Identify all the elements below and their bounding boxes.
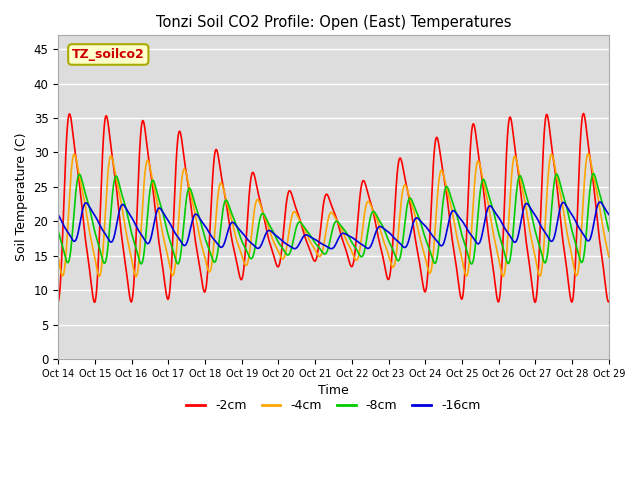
-8cm xyxy=(535,240,543,246)
-16cm xyxy=(328,246,335,252)
-8cm xyxy=(150,178,157,184)
-4cm xyxy=(289,209,297,215)
-16cm xyxy=(150,223,157,228)
-8cm xyxy=(266,222,273,228)
-4cm xyxy=(132,274,140,279)
Line: -8cm: -8cm xyxy=(58,174,609,264)
-2cm xyxy=(91,300,99,305)
X-axis label: Time: Time xyxy=(318,384,349,397)
-2cm xyxy=(54,299,62,305)
-8cm xyxy=(117,188,125,194)
-2cm xyxy=(266,239,273,245)
-4cm xyxy=(117,198,125,204)
-4cm xyxy=(535,272,543,277)
-16cm xyxy=(535,219,543,225)
Y-axis label: Soil Temperature (C): Soil Temperature (C) xyxy=(15,133,28,262)
-4cm xyxy=(584,151,592,156)
-16cm xyxy=(54,212,62,218)
-2cm xyxy=(117,229,125,235)
-4cm xyxy=(605,254,612,260)
-16cm xyxy=(266,228,273,233)
-8cm xyxy=(289,238,297,244)
-8cm xyxy=(468,261,476,267)
-8cm xyxy=(605,228,612,234)
-4cm xyxy=(266,227,273,233)
-4cm xyxy=(595,197,602,203)
-2cm xyxy=(535,257,543,263)
-4cm xyxy=(150,184,157,190)
-4cm xyxy=(54,254,62,260)
Title: Tonzi Soil CO2 Profile: Open (East) Temperatures: Tonzi Soil CO2 Profile: Open (East) Temp… xyxy=(156,15,511,30)
-8cm xyxy=(595,186,602,192)
Line: -2cm: -2cm xyxy=(58,113,609,302)
-16cm xyxy=(596,199,604,205)
-2cm xyxy=(595,228,602,233)
-8cm xyxy=(589,171,597,177)
Legend: -2cm, -4cm, -8cm, -16cm: -2cm, -4cm, -8cm, -16cm xyxy=(182,395,486,418)
-8cm xyxy=(54,228,62,234)
Line: -4cm: -4cm xyxy=(58,154,609,276)
Line: -16cm: -16cm xyxy=(58,202,609,249)
-2cm xyxy=(580,110,588,116)
-16cm xyxy=(117,204,125,209)
Text: TZ_soilco2: TZ_soilco2 xyxy=(72,48,145,61)
-2cm xyxy=(289,197,297,203)
-16cm xyxy=(595,201,602,207)
-16cm xyxy=(605,212,612,217)
-2cm xyxy=(150,194,157,200)
-2cm xyxy=(605,299,612,304)
-16cm xyxy=(289,245,297,251)
